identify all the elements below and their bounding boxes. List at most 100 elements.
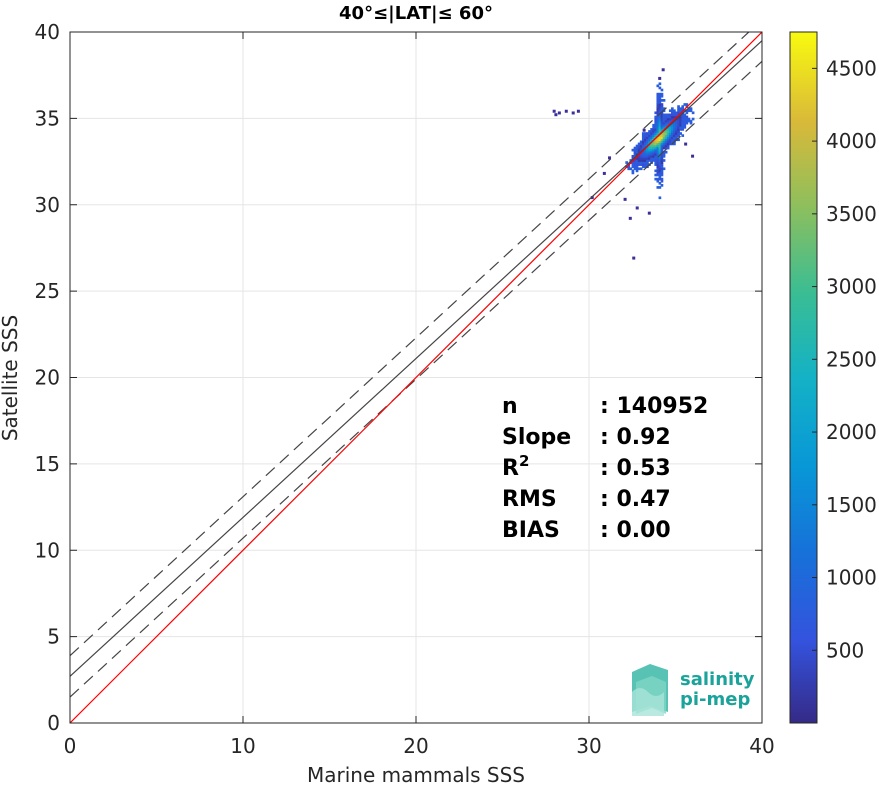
density-cell [644,150,647,154]
density-cell [633,148,637,152]
density-cell [677,138,680,142]
density-cell [660,171,664,175]
density-cell [639,159,643,162]
x-tick-label: 20 [403,734,428,758]
density-cell [641,146,645,150]
density-cell [664,113,668,117]
density-cell [648,138,651,142]
density-cell [652,157,655,160]
density-cell [627,165,631,169]
density-outlier [608,156,612,160]
density-cell [656,119,660,123]
density-cell [656,105,660,108]
density-cell [644,154,647,158]
density-cell [658,177,662,181]
density-cell [631,157,635,160]
density-cell [656,146,660,150]
density-cell [656,121,660,125]
density-cell [646,159,649,162]
y-tick-label: 20 [35,366,60,390]
density-cell [687,109,691,113]
stat-label: n [502,394,518,419]
density-cell [656,142,660,146]
density-cell [683,119,687,123]
density-cell [639,161,643,164]
density-cell [646,146,649,150]
density-cell [664,134,668,137]
density-cell [650,144,653,148]
density-cell [673,130,676,133]
density-cell [668,136,672,140]
density-cell [664,140,668,144]
density-cell [639,142,643,146]
density-cell [648,154,651,158]
density-cell [662,146,666,150]
density-cell [658,186,662,189]
density-cell [683,125,687,129]
density-cell [658,144,662,148]
colorbar-tick-label: 4000 [826,129,877,153]
density-cell [660,125,664,129]
density-cell [658,130,662,133]
density-cell [652,125,655,129]
density-cell [685,103,689,106]
colorbar-ticks: 500 1000 1500 2000 2500 3000 3500 4000 4500 [812,56,877,662]
density-cell [664,142,668,146]
density-cell [660,123,664,127]
density-cell [677,121,680,125]
density-outlier [564,109,568,113]
density-cell [639,157,643,160]
density-cell [656,84,660,88]
density-cell [656,186,660,189]
density-cell [673,134,676,137]
density-cell [656,150,660,154]
density-cell [677,111,680,115]
density-cell [658,92,662,96]
density-cell [648,134,651,137]
density-cell [662,136,666,140]
density-cell [675,111,678,115]
density-cell [660,94,664,98]
density-cell [644,161,647,164]
density-cell [666,142,670,146]
density-cell [637,161,641,164]
density-cell [637,157,641,160]
density-cell [656,125,660,129]
density-cell [656,173,660,177]
density-cell [668,128,672,131]
density-cell [666,115,670,119]
y-tick-label: 5 [47,625,60,649]
density-cell [654,121,658,125]
density-cell [675,130,678,133]
density-cell [679,125,682,129]
density-cell [654,130,658,133]
density-cell [656,130,660,133]
density-cell [675,123,678,127]
density-cell [658,117,662,121]
density-cell [646,136,649,140]
density-cell [660,105,664,108]
density-cell [671,109,674,113]
density-cell [673,115,676,119]
density-cell [658,171,662,175]
density-cell [656,144,660,148]
density-cell [639,144,643,148]
density-cell [635,167,639,171]
density-cell [644,152,647,156]
density-cell [633,152,637,156]
density-cell [664,123,668,127]
density-cell [660,132,664,135]
density-cell [648,146,651,150]
y-tick-label: 0 [47,711,60,735]
density-cell [652,150,655,154]
density-cell [689,107,693,110]
density-cell [660,119,664,123]
density-cell [656,157,660,160]
density-cell [679,121,682,125]
density-cell [652,159,655,162]
density-cell [673,109,676,113]
density-cell [666,128,670,131]
upper-bound-line [70,32,750,657]
density-cell [631,148,635,152]
density-outlier [590,196,594,200]
